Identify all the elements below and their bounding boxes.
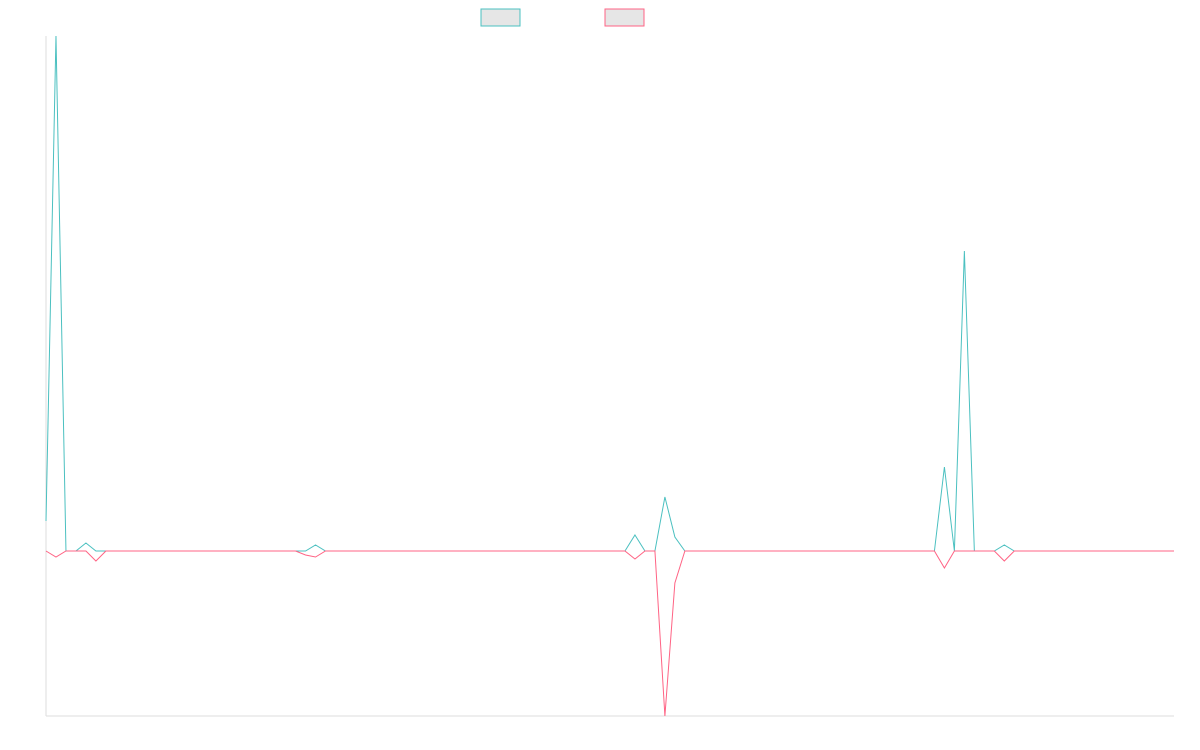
series-1 [45,35,1174,552]
legend [480,8,645,27]
legend-swatch-1[interactable] [480,8,521,27]
legend-swatch-2[interactable] [604,8,645,27]
series-line-2 [45,550,1174,717]
axes [45,36,1174,717]
series-2 [45,550,1174,717]
series-layer [45,35,1174,717]
series-line-1 [45,35,1174,552]
